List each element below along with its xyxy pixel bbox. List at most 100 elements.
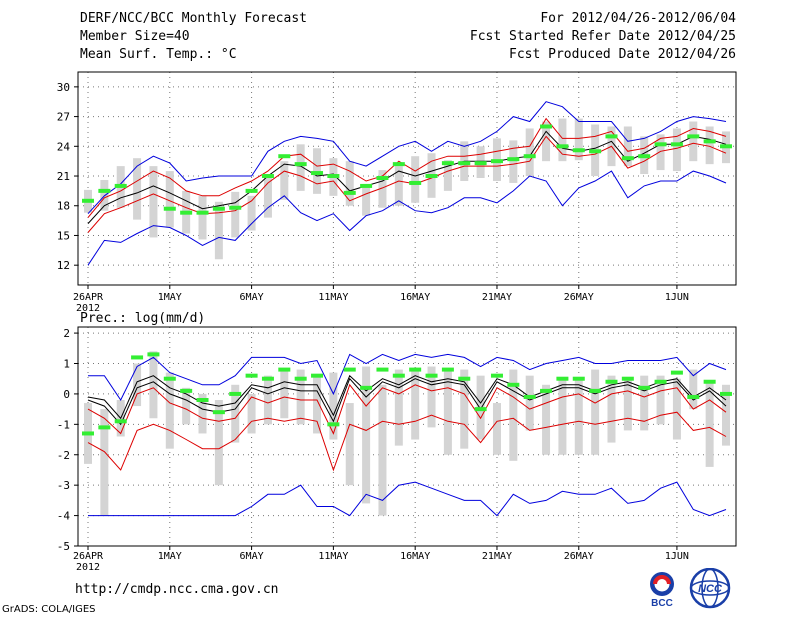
ensemble-box [296, 369, 305, 425]
ensemble-box [623, 126, 632, 167]
ensemble-box [542, 121, 551, 162]
x-tick-label: 1JUN [665, 551, 689, 562]
ensemble-box [198, 393, 207, 434]
observed-marker [703, 139, 716, 144]
observed-marker [441, 367, 454, 372]
ensemble-box [133, 363, 142, 407]
series-line-lower [87, 383, 727, 435]
observed-marker [343, 190, 356, 195]
observed-marker [261, 376, 274, 381]
ensemble-box [378, 170, 387, 208]
ensemble-box [574, 118, 583, 161]
observed-marker [540, 124, 553, 129]
observed-marker [556, 376, 569, 381]
ensemble-box [133, 158, 142, 220]
y-tick-label: -1 [57, 418, 70, 431]
forecast-period: For 2012/04/26-2012/06/04 [540, 11, 736, 26]
website-url[interactable]: http://cmdp.ncc.cma.gov.cn [75, 582, 279, 597]
ensemble-box [558, 118, 567, 162]
observed-marker [425, 174, 438, 179]
temp-variable-label: Mean Surf. Temp.: °C [80, 47, 237, 62]
ensemble-box [427, 366, 436, 428]
plot-frame [77, 326, 737, 547]
y-tick-label: -4 [57, 510, 71, 523]
observed-marker [343, 367, 356, 372]
y-tick-label: 0 [63, 388, 70, 401]
observed-marker [703, 379, 716, 384]
y-tick-label: 15 [57, 229, 70, 242]
observed-marker [147, 352, 160, 357]
observed-marker [621, 156, 634, 161]
y-tick-label: 18 [57, 200, 70, 213]
forecast-produced-date: Fcst Produced Date 2012/04/26 [509, 47, 736, 62]
ensemble-box [214, 201, 223, 260]
observed-marker [572, 148, 585, 153]
observed-marker [245, 188, 258, 193]
bcc-logo-text: BCC [651, 598, 673, 608]
series-line-min [87, 170, 727, 266]
observed-marker [507, 157, 520, 162]
observed-marker [114, 183, 127, 188]
observed-marker [540, 388, 553, 393]
observed-marker [409, 367, 422, 372]
observed-marker [589, 149, 602, 154]
ensemble-box [591, 369, 600, 455]
ensemble-box [656, 375, 665, 425]
observed-marker [621, 376, 634, 381]
observed-marker [180, 388, 193, 393]
observed-marker [82, 198, 94, 203]
x-tick-label: 16MAY [400, 292, 430, 303]
observed-marker [229, 205, 242, 210]
ncc-logo: NCC [689, 568, 731, 609]
observed-marker [458, 376, 471, 381]
observed-marker [490, 373, 503, 378]
x-tick-label: 11MAY [318, 551, 348, 562]
x-tick-label: 6MAY [240, 292, 264, 303]
ensemble-box [280, 161, 289, 200]
ensemble-box [542, 384, 551, 455]
ensemble-box [280, 369, 289, 419]
observed-marker [261, 174, 274, 179]
ensemble-box [689, 121, 698, 162]
ensemble-box [231, 384, 240, 443]
ensemble-box [182, 387, 191, 425]
ensemble-box [345, 403, 354, 486]
observed-marker [654, 379, 667, 384]
series-line-max [88, 353, 727, 401]
observed-marker [311, 171, 324, 176]
observed-marker [98, 188, 111, 193]
ensemble-box [656, 134, 665, 171]
observed-marker [605, 134, 618, 139]
ensemble-box [394, 166, 403, 206]
ensemble-box [345, 161, 354, 206]
ensemble-box [247, 195, 256, 231]
x-tick-label: 1MAY [158, 292, 182, 303]
plot-frame [77, 71, 737, 286]
observed-marker [392, 162, 405, 167]
x-tick-label: 16MAY [400, 551, 430, 562]
observed-marker [180, 210, 193, 215]
grads-credit: GrADS: COLA/IGES [2, 604, 96, 615]
ensemble-box [443, 369, 452, 455]
observed-marker [605, 379, 618, 384]
ensemble-box [525, 128, 534, 177]
ensemble-box [525, 375, 534, 431]
observed-marker [572, 376, 585, 381]
precip-variable-label: Prec.: log(mm/d) [80, 311, 205, 326]
observed-marker [474, 161, 487, 166]
ensemble-box [394, 369, 403, 446]
series-line-upper [87, 374, 727, 420]
series-line-mean [87, 130, 727, 224]
observed-marker [654, 142, 667, 147]
ensemble-box [263, 176, 272, 218]
x-tick-sublabel: 2012 [76, 562, 100, 573]
observed-marker [376, 176, 389, 181]
ensemble-box [296, 144, 305, 191]
observed-marker [687, 394, 700, 399]
ensemble-box [623, 378, 632, 431]
observed-marker [670, 142, 683, 147]
observed-marker [327, 174, 340, 179]
x-tick-label: 26APR [73, 551, 104, 562]
